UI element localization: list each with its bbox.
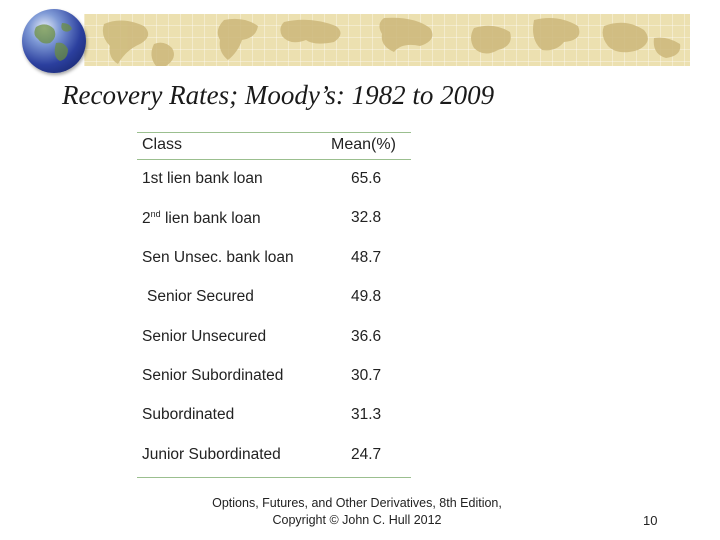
recovery-rates-table: Class Mean(%) 1st lien bank loan 65.6 2n…: [137, 132, 411, 479]
mean-cell: 31.3: [351, 406, 382, 424]
class-cell: Sen Unsec. bank loan: [142, 248, 294, 266]
slide-footer: Options, Futures, and Other Derivatives,…: [192, 495, 522, 529]
class-suffix: lien bank loan: [160, 210, 261, 228]
mean-cell: 49.8: [351, 288, 382, 306]
class-cell: 2nd lien bank loan: [142, 209, 261, 228]
table-row: Sen Unsec. bank loan 48.7: [137, 239, 411, 278]
table-header: Class Mean(%): [137, 132, 411, 160]
slide-title: Recovery Rates; Moody’s: 1982 to 2009: [62, 80, 495, 110]
column-header-class: Class: [142, 136, 183, 153]
table-row: Subordinated 31.3: [137, 396, 411, 435]
class-cell: Senior Subordinated: [142, 366, 284, 384]
page-number: 10: [643, 513, 658, 528]
globe-icon: [22, 9, 86, 73]
table-row: 1st lien bank loan 65.6: [137, 160, 411, 199]
class-cell: Subordinated: [142, 406, 235, 424]
footer-line-2: Copyright © John C. Hull 2012: [272, 513, 442, 527]
mean-cell: 36.6: [351, 327, 382, 345]
table-row: Junior Subordinated 24.7: [137, 436, 411, 475]
mean-cell: 65.6: [351, 170, 382, 187]
table-bottom-rule: [137, 477, 411, 479]
column-header-mean: Mean(%): [331, 136, 396, 153]
table-row: Senior Subordinated 30.7: [137, 357, 411, 396]
footer-line-1: Options, Futures, and Other Derivatives,…: [212, 496, 502, 510]
mean-cell: 48.7: [351, 248, 382, 266]
ordinal-suffix: nd: [150, 209, 161, 220]
mean-cell: 32.8: [351, 209, 382, 227]
table-row: 2nd lien bank loan 32.8: [137, 199, 411, 238]
class-cell: 1st lien bank loan: [142, 170, 263, 187]
table-row: Senior Unsecured 36.6: [137, 318, 411, 357]
table-row: Senior Secured 49.8: [137, 278, 411, 317]
class-prefix: 2: [142, 210, 151, 228]
mean-cell: 24.7: [351, 445, 382, 463]
class-cell: Senior Secured: [147, 288, 254, 306]
class-cell: Junior Subordinated: [142, 445, 281, 463]
class-cell: Senior Unsecured: [142, 327, 267, 345]
mean-cell: 30.7: [351, 366, 382, 384]
world-map-icon: [102, 17, 681, 66]
world-map-banner: [84, 14, 690, 66]
